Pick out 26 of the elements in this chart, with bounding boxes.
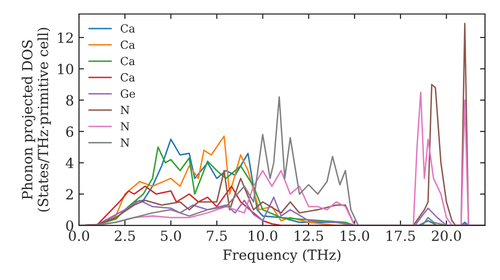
y-tick-label: 8 — [66, 95, 74, 106]
legend-label: N — [120, 138, 130, 147]
x-tick-label: 17.5 — [386, 230, 415, 242]
y-tick-label: 0 — [66, 220, 74, 231]
y-tick-label: 2 — [66, 189, 73, 200]
y-tick-label: 12 — [58, 32, 73, 43]
legend-label: Ge — [120, 89, 136, 98]
y-axis-title: Phonon projected DOS (States/THz·primitive cell) — [22, 28, 51, 212]
x-tick-label: 20.0 — [432, 230, 461, 242]
y-tick-label: 4 — [66, 158, 74, 168]
x-axis-title: Frequency (THz) — [223, 249, 340, 263]
x-tick-label: 5.0 — [160, 230, 181, 242]
legend-label: Ca — [120, 24, 135, 33]
x-tick-label: 0.0 — [68, 230, 90, 242]
legend-label: Ca — [120, 73, 135, 82]
y-tick-label: 10 — [58, 64, 74, 74]
x-tick-label: 10.0 — [248, 230, 278, 242]
legend-label: Ca — [120, 40, 135, 49]
legend-label: N — [120, 122, 130, 130]
x-tick-label: 12.5 — [294, 230, 324, 242]
legend-label: Ca — [120, 56, 135, 66]
y-tick-label: 6 — [66, 126, 74, 137]
legend-label: N — [120, 106, 130, 114]
x-tick-label: 7.5 — [206, 230, 227, 242]
x-tick-label: 2.5 — [114, 230, 135, 242]
x-tick-label: 15.0 — [340, 230, 370, 242]
